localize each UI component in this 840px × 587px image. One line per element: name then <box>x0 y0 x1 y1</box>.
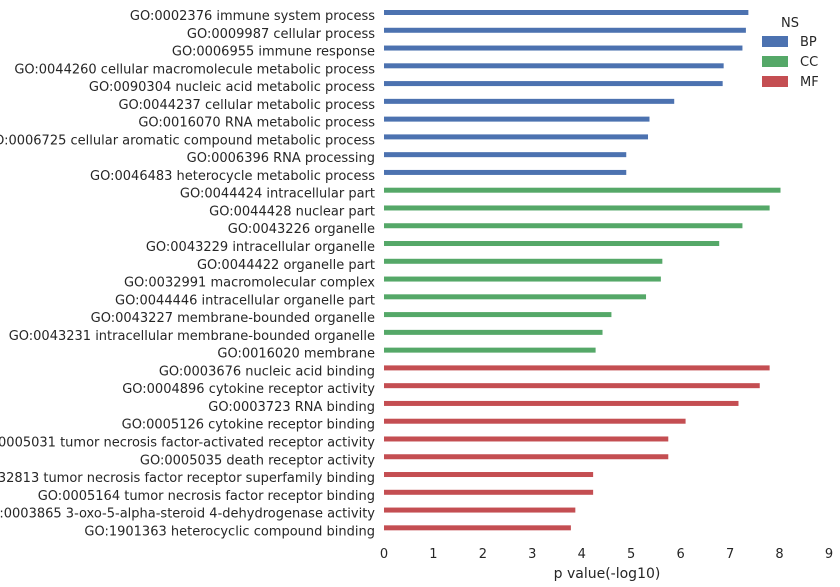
bars-layer <box>384 10 781 531</box>
x-tick-labels: 0 1 2 3 4 5 6 7 8 9 <box>380 547 833 562</box>
bar-bp <box>384 10 749 15</box>
y-tick-label: GO:1901363 heterocyclic compound binding <box>84 524 375 539</box>
legend-swatch-mf <box>762 76 788 87</box>
bar-bp <box>384 116 650 122</box>
y-tick-label: GO:0043227 membrane-bounded organelle <box>91 311 375 326</box>
y-tick-label: GO:0043229 intracellular organelle <box>146 240 375 255</box>
y-tick-label: GO:0044237 cellular metabolic process <box>118 98 375 113</box>
bar-mf <box>384 365 770 371</box>
bar-bp <box>384 45 743 51</box>
bar-cc <box>384 312 612 318</box>
bar-cc <box>384 329 603 335</box>
bar-cc <box>384 241 720 247</box>
x-tick-label: 0 <box>380 547 388 562</box>
bar-bp <box>384 134 649 140</box>
y-tick-label: GO:0005035 death receptor activity <box>140 453 375 468</box>
bar-mf <box>384 525 571 531</box>
y-tick-label: GO:0004896 cytokine receptor activity <box>122 382 375 397</box>
bar-mf <box>384 489 594 495</box>
legend: NS BP CC MF <box>762 16 819 90</box>
bar-mf <box>384 454 669 460</box>
y-tick-label: GO:0032813 tumor necrosis factor recepto… <box>0 471 375 486</box>
bar-bp <box>384 63 724 69</box>
bar-mf <box>384 436 669 442</box>
bar-cc <box>384 258 663 264</box>
y-tick-label: GO:0044424 intracellular part <box>180 187 375 202</box>
x-tick-label: 1 <box>429 547 437 562</box>
y-tick-label: GO:0006396 RNA processing <box>187 151 375 166</box>
bar-bp <box>384 27 746 33</box>
y-tick-label: GO:0032991 macromolecular complex <box>124 276 375 291</box>
y-tick-label: GO:0044260 cellular macromolecule metabo… <box>14 62 375 77</box>
bar-mf <box>384 507 576 513</box>
y-tick-label: GO:0090304 nucleic acid metabolic proces… <box>89 80 375 95</box>
y-tick-label: GO:0003676 nucleic acid binding <box>159 364 375 379</box>
legend-label-cc: CC <box>800 55 818 70</box>
legend-title: NS <box>781 16 799 31</box>
x-tick-label: 9 <box>825 547 833 562</box>
x-tick-label: 7 <box>726 547 734 562</box>
bar-mf <box>384 400 739 406</box>
y-tick-labels: GO:0002376 immune system process GO:00099… <box>0 9 375 539</box>
y-tick-label: GO:0044428 nuclear part <box>209 204 375 219</box>
x-tick-label: 2 <box>479 547 487 562</box>
y-tick-label: GO:0003865 3-oxo-5-alpha-steroid 4-dehyd… <box>0 507 375 522</box>
y-tick-label: GO:0044446 intracellular organelle part <box>115 293 375 308</box>
y-tick-label: GO:0005164 tumor necrosis factor recepto… <box>38 489 375 504</box>
x-tick-label: 6 <box>676 547 684 562</box>
bar-cc <box>384 187 781 193</box>
bar-mf <box>384 418 686 424</box>
y-tick-label: GO:0002376 immune system process <box>130 9 375 24</box>
x-axis-label: p value(-log10) <box>554 566 661 582</box>
bar-cc <box>384 347 596 353</box>
y-tick-label: GO:0046483 heterocycle metabolic process <box>90 169 375 184</box>
bar-cc <box>384 294 647 300</box>
bar-cc <box>384 276 661 282</box>
bar-bp <box>384 152 627 158</box>
y-tick-label: GO:0044422 organelle part <box>197 258 375 273</box>
legend-label-mf: MF <box>800 75 819 90</box>
bar-mf <box>384 383 760 389</box>
y-tick-label: GO:0006955 immune response <box>172 45 375 60</box>
y-tick-label: GO:0016070 RNA metabolic process <box>138 116 375 131</box>
bar-bp <box>384 169 627 175</box>
x-tick-label: 5 <box>627 547 635 562</box>
bar-bp <box>384 81 723 87</box>
x-tick-label: 3 <box>528 547 536 562</box>
legend-swatch-cc <box>762 56 788 67</box>
y-tick-label: GO:0005031 tumor necrosis factor-activat… <box>0 435 375 450</box>
y-tick-label: GO:0006725 cellular aromatic compound me… <box>0 133 375 148</box>
y-tick-label: GO:0043226 organelle <box>228 222 375 237</box>
y-tick-label: GO:0005126 cytokine receptor binding <box>122 418 375 433</box>
y-tick-label: GO:0003723 RNA binding <box>208 400 375 415</box>
legend-swatch-bp <box>762 36 788 47</box>
y-tick-label: GO:0009987 cellular process <box>187 27 375 42</box>
y-tick-label: GO:0043231 intracellular membrane-bounde… <box>9 329 375 344</box>
bar-bp <box>384 98 675 104</box>
legend-label-bp: BP <box>800 35 817 50</box>
x-tick-label: 4 <box>578 547 586 562</box>
bar-cc <box>384 205 770 211</box>
legend-entries: BP CC MF <box>762 35 819 90</box>
y-tick-label: GO:0016020 membrane <box>217 347 375 362</box>
bar-cc <box>384 223 743 229</box>
bar-mf <box>384 472 594 478</box>
x-tick-label: 8 <box>775 547 783 562</box>
